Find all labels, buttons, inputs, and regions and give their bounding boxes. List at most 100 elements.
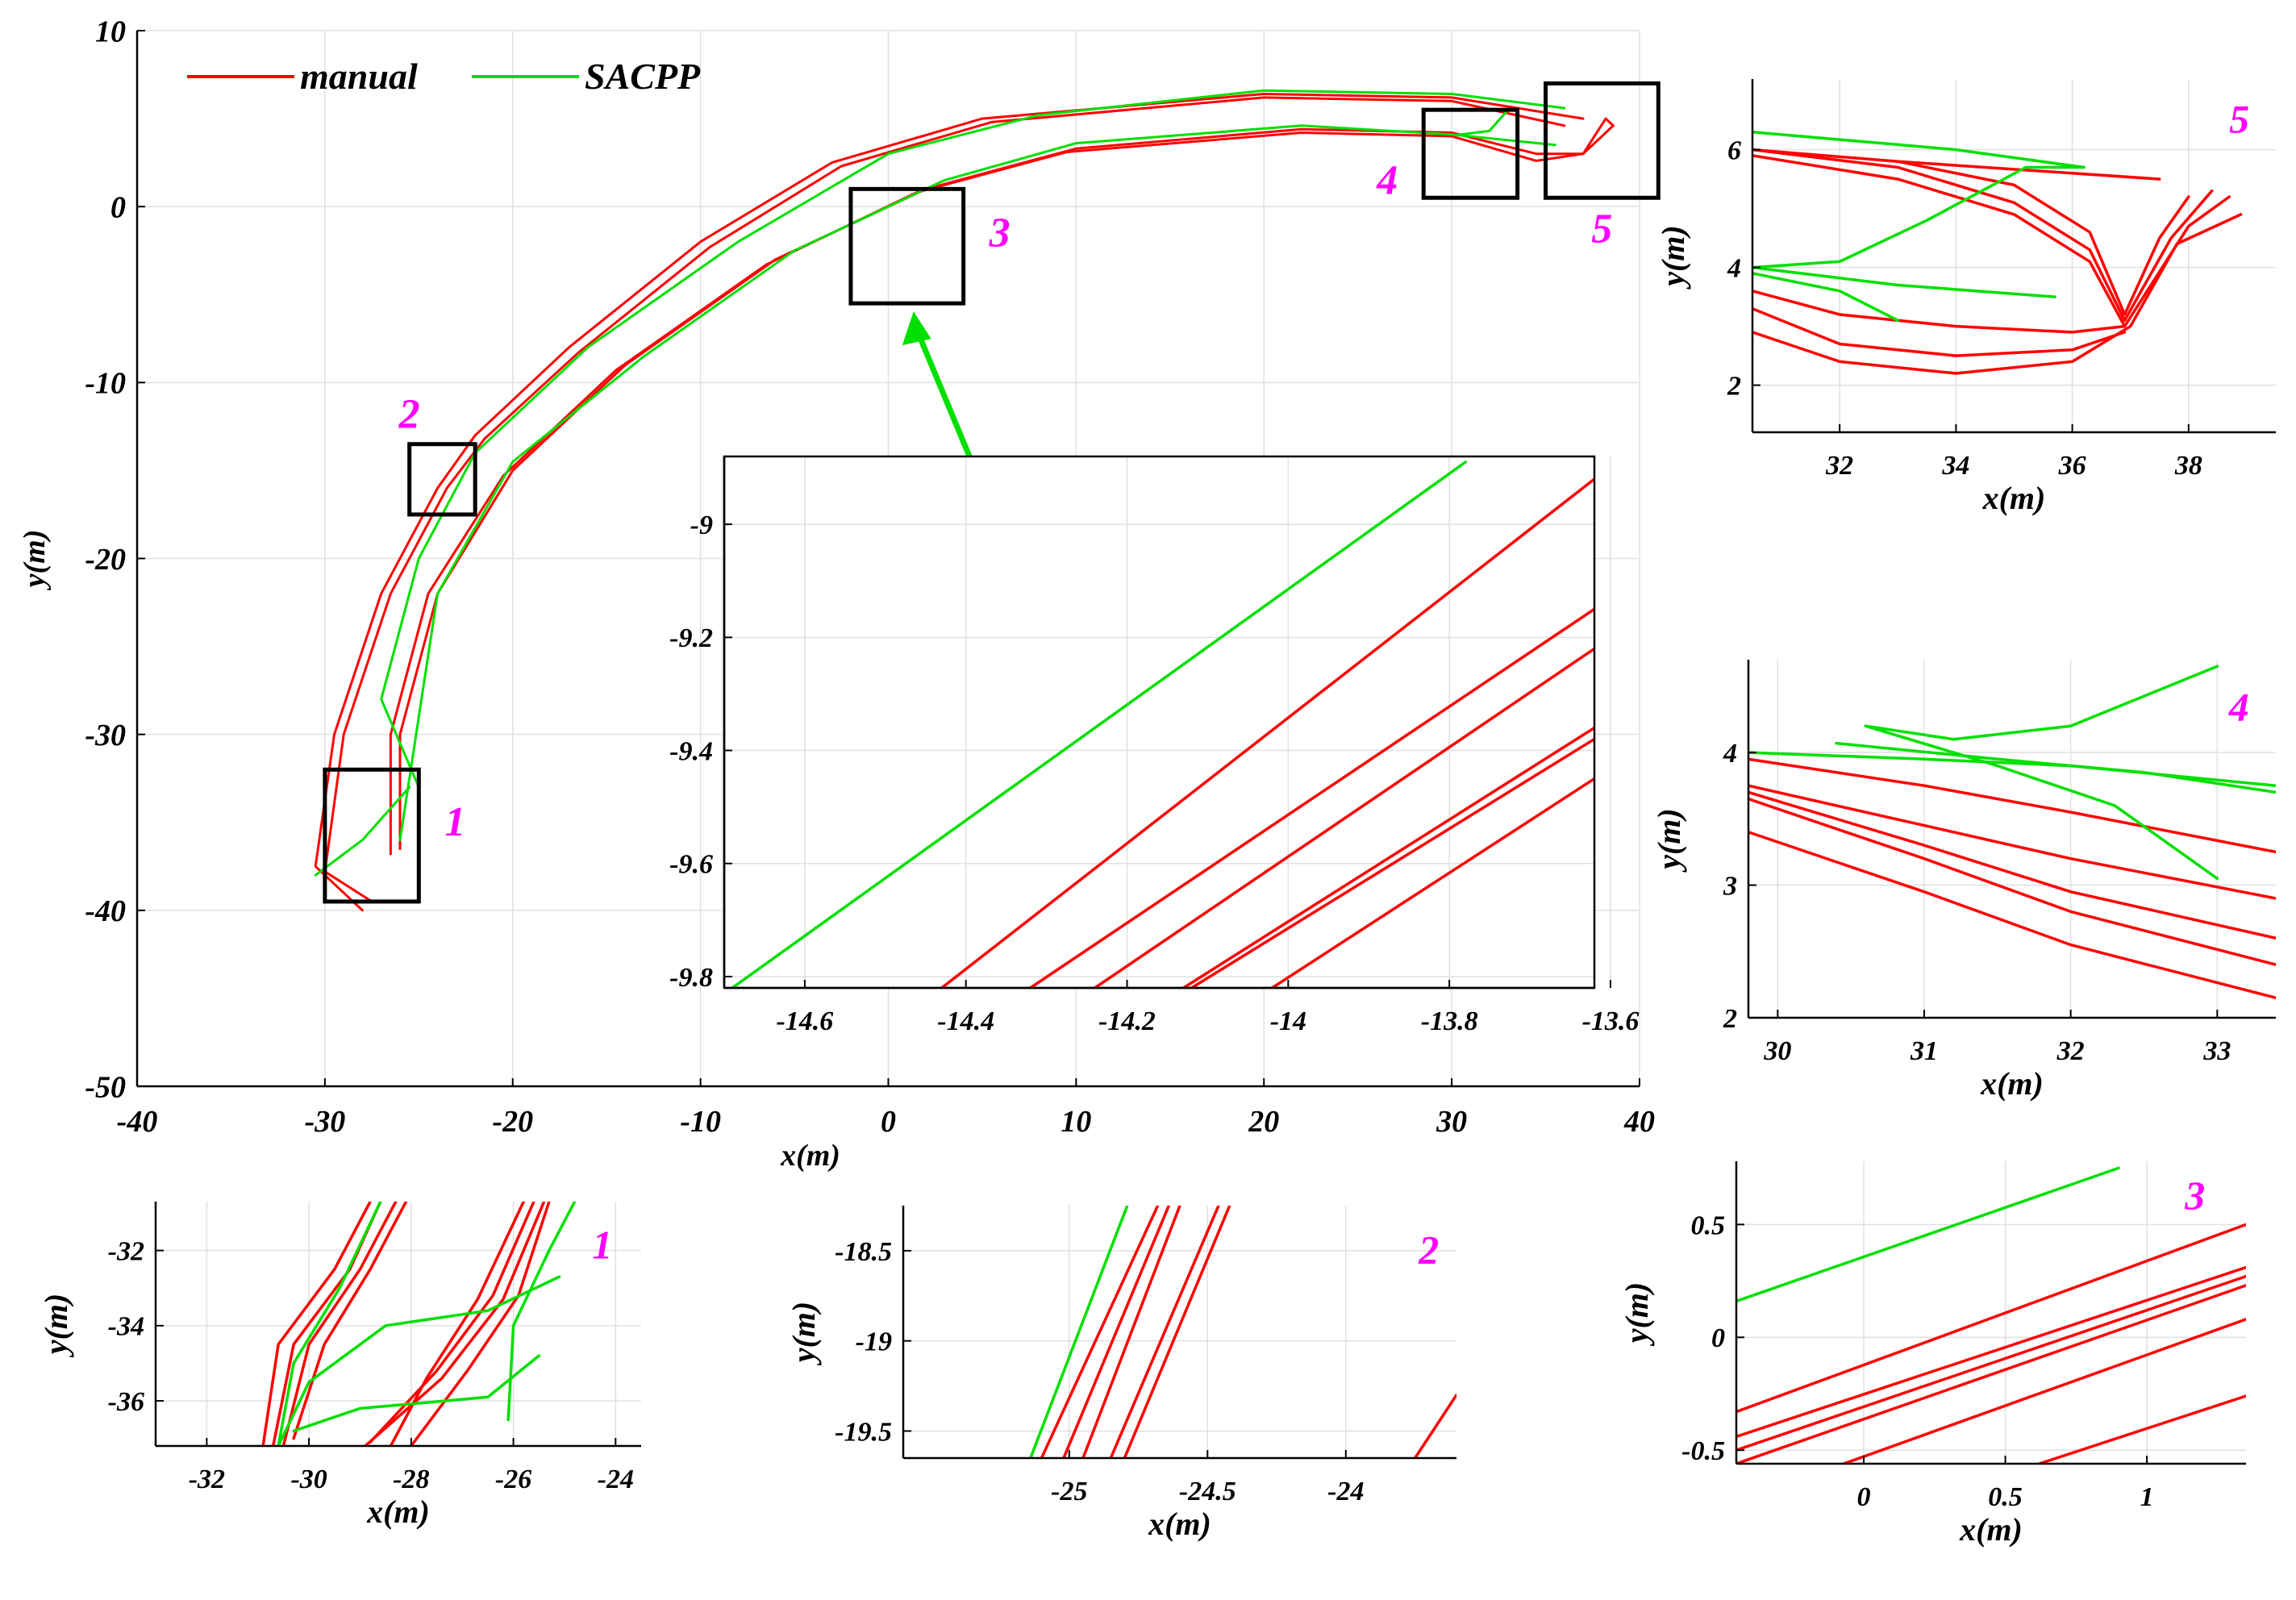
y-tick-label: -32 bbox=[108, 1237, 144, 1267]
x-axis-label: x(m) bbox=[1980, 1065, 2044, 1102]
series-line-sacpp bbox=[292, 1354, 541, 1433]
x-tick-label: 0 bbox=[1857, 1482, 1871, 1512]
series-line-sacpp bbox=[380, 89, 1566, 789]
x-tick-label: -14.4 bbox=[937, 1006, 994, 1036]
series-line-manual bbox=[1748, 790, 2276, 940]
y-tick-label: 3 bbox=[1723, 871, 1737, 901]
y-axis-label: y(m) bbox=[1655, 225, 1691, 290]
series-line-sacpp bbox=[1029, 1206, 1129, 1458]
y-tick-label: 0.5 bbox=[1691, 1210, 1726, 1240]
y-axis-label: y(m) bbox=[18, 530, 52, 591]
y-tick-label: -9.8 bbox=[669, 963, 713, 993]
series-line-sacpp bbox=[506, 1202, 577, 1422]
x-tick-label: -32 bbox=[189, 1465, 225, 1494]
series-line-manual bbox=[1896, 160, 2161, 181]
y-tick-label: 2 bbox=[1727, 372, 1741, 402]
zoom-box-4 bbox=[1421, 107, 1520, 200]
x-tick-label: 36 bbox=[2058, 451, 2086, 481]
x-axis-label: x(m) bbox=[1982, 480, 2046, 516]
x-tick-label: -40 bbox=[117, 1105, 158, 1139]
x-tick-label: 32 bbox=[1825, 451, 1853, 481]
x-tick-label: -25 bbox=[1051, 1477, 1087, 1506]
x-tick-label: 1 bbox=[2140, 1482, 2154, 1512]
series-line-manual bbox=[364, 1202, 546, 1446]
y-tick-label: -9.6 bbox=[669, 850, 713, 880]
legend-label-manual: manual bbox=[300, 56, 418, 97]
series-line-sacpp bbox=[1864, 724, 2219, 881]
series-line-sacpp bbox=[314, 785, 411, 877]
series-line-manual bbox=[281, 1202, 398, 1446]
series-line-manual bbox=[1190, 737, 1594, 988]
x-tick-label: 10 bbox=[1060, 1105, 1091, 1139]
series-group bbox=[1029, 1206, 1456, 1458]
zoom-box-5 bbox=[1544, 81, 1661, 200]
series-line-manual bbox=[1748, 797, 2276, 966]
zoom-panel-tag: 5 bbox=[2229, 96, 2249, 141]
inset-frame bbox=[723, 455, 1596, 990]
series-line-sacpp bbox=[398, 124, 1556, 842]
x-tick-label: -24.5 bbox=[1179, 1477, 1236, 1506]
x-tick-label: 32 bbox=[2056, 1036, 2085, 1066]
x-tick-label: 34 bbox=[1941, 451, 1969, 481]
series-line-manual bbox=[1181, 726, 1594, 988]
x-tick-label: -24 bbox=[1327, 1477, 1364, 1506]
series-line-sacpp bbox=[1835, 741, 2276, 794]
series-line-manual bbox=[2037, 1394, 2246, 1464]
series-line-manual bbox=[1842, 1318, 2246, 1464]
legend-label-sacpp: SACPP bbox=[585, 56, 701, 97]
series-line-manual bbox=[1736, 1274, 2246, 1452]
x-tick-label: -13.6 bbox=[1582, 1006, 1640, 1036]
x-tick-label: 31 bbox=[1910, 1036, 1938, 1066]
plot-background bbox=[724, 456, 1594, 988]
y-tick-label: 0 bbox=[110, 190, 126, 224]
series-line-manual bbox=[1736, 1265, 2246, 1439]
series-line-manual bbox=[1752, 306, 2127, 357]
series-line-manual bbox=[1752, 213, 2243, 375]
series-line-manual bbox=[1093, 647, 1594, 988]
series-line-manual bbox=[1123, 1206, 1231, 1458]
x-tick-label: -20 bbox=[492, 1105, 533, 1139]
y-tick-label: -9.4 bbox=[669, 736, 713, 766]
x-tick-label: -14 bbox=[1270, 1006, 1306, 1036]
x-tick-label: -24 bbox=[598, 1465, 634, 1494]
series-line-sacpp bbox=[1864, 665, 2219, 741]
x-axis-label: x(m) bbox=[780, 1139, 840, 1173]
series-line-manual bbox=[292, 1202, 408, 1440]
series-group bbox=[1752, 130, 2243, 375]
series-line-sacpp bbox=[277, 1202, 382, 1446]
y-tick-label: -9 bbox=[690, 510, 713, 540]
y-tick-label: -0.5 bbox=[1681, 1436, 1725, 1466]
plot-background bbox=[1752, 79, 2276, 432]
x-tick-label: -28 bbox=[393, 1465, 429, 1494]
series-line-manual bbox=[323, 96, 1566, 903]
zoom-region-label: 5 bbox=[1591, 206, 1612, 252]
series-line-manual bbox=[1109, 1206, 1220, 1458]
x-tick-label: 40 bbox=[1623, 1105, 1655, 1139]
y-axis-label: y(m) bbox=[1619, 1282, 1655, 1347]
y-tick-label: 4 bbox=[1723, 739, 1737, 769]
series-line-manual bbox=[1081, 1206, 1181, 1458]
series-group bbox=[1748, 665, 2276, 1000]
y-axis-label: y(m) bbox=[785, 1302, 822, 1366]
x-tick-label: -30 bbox=[290, 1465, 327, 1494]
series-line-manual bbox=[1413, 1394, 1456, 1458]
x-tick-label: 0 bbox=[881, 1105, 896, 1139]
zoom-panel-tag: 3 bbox=[2184, 1173, 2205, 1218]
series-line-sacpp bbox=[1460, 108, 1510, 136]
y-tick-label: -18.5 bbox=[835, 1237, 892, 1267]
zoom-region-label: 4 bbox=[1376, 157, 1398, 203]
zoom-region-label: 2 bbox=[398, 392, 420, 438]
series-line-manual bbox=[1062, 1206, 1171, 1458]
series-line-sacpp bbox=[731, 460, 1467, 988]
y-tick-label: 0 bbox=[1711, 1323, 1725, 1353]
y-tick-label: -50 bbox=[85, 1070, 126, 1104]
x-tick-label: -30 bbox=[305, 1105, 346, 1139]
series-line-manual bbox=[410, 1202, 551, 1446]
series-group bbox=[261, 1202, 577, 1446]
series-group bbox=[731, 460, 1594, 988]
zoom-box-3 bbox=[848, 186, 966, 306]
panel-zoom-4: 30 31 32 33 2 3 4 x(m) y(m) 4 bbox=[1651, 660, 2276, 1102]
y-tick-label: -20 bbox=[85, 543, 126, 577]
x-tick-label: 30 bbox=[1763, 1036, 1791, 1066]
